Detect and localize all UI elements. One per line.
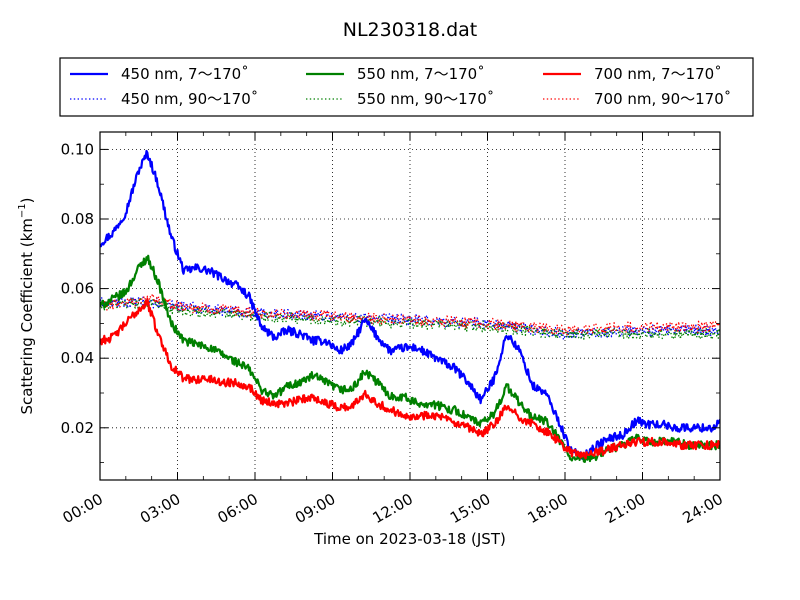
x-axis-label: Time on 2023-03-18 (JST) bbox=[313, 530, 506, 548]
x-tick-label: 12:00 bbox=[370, 490, 416, 527]
legend-label: 700 nm, 7～170˚ bbox=[594, 65, 722, 83]
y-axis-label-close: ) bbox=[18, 197, 36, 203]
x-tick-label: 24:00 bbox=[680, 490, 726, 527]
chart-title: NL230318.dat bbox=[343, 19, 478, 41]
y-axis-label-superscript: −1 bbox=[17, 203, 28, 218]
x-tick-label: 15:00 bbox=[447, 490, 493, 527]
axis-ticks bbox=[99, 132, 721, 480]
x-tick-label: 18:00 bbox=[525, 490, 571, 527]
x-tick-label: 09:00 bbox=[292, 490, 338, 527]
y-tick-labels: 0.02 0.04 0.06 0.08 0.10 bbox=[61, 140, 94, 436]
x-tick-label: 21:00 bbox=[602, 490, 648, 527]
legend-label: 700 nm, 90～170˚ bbox=[594, 90, 731, 108]
x-tick-labels: 00:00 03:00 06:00 09:00 12:00 15:00 18:00 21:00… bbox=[60, 490, 726, 527]
legend-label: 550 nm, 7～170˚ bbox=[357, 65, 485, 83]
y-axis-label: Scattering Coefficient (km−1) bbox=[17, 197, 36, 414]
y-tick-label: 0.08 bbox=[61, 210, 94, 228]
legend: 450 nm, 7～170˚ 450 nm, 90～170˚ 550 nm, 7～1… bbox=[59, 57, 754, 117]
x-tick-label: 03:00 bbox=[137, 490, 183, 527]
legend-label: 450 nm, 90～170˚ bbox=[121, 90, 258, 108]
series-line bbox=[100, 293, 720, 336]
y-tick-label: 0.06 bbox=[61, 280, 94, 298]
y-tick-label: 0.04 bbox=[61, 349, 94, 367]
grid-lines bbox=[100, 132, 720, 480]
x-tick-label: 06:00 bbox=[215, 490, 261, 527]
series-line bbox=[100, 296, 720, 341]
series-group bbox=[100, 149, 720, 463]
legend-label: 550 nm, 90～170˚ bbox=[357, 90, 494, 108]
series-line bbox=[100, 149, 720, 461]
x-tick-label: 00:00 bbox=[60, 490, 106, 527]
y-tick-label: 0.02 bbox=[61, 419, 94, 437]
y-axis-label-main: Scattering Coefficient (km bbox=[18, 218, 36, 414]
y-tick-label: 0.10 bbox=[61, 140, 94, 158]
series-line bbox=[100, 297, 720, 460]
legend-label: 450 nm, 7～170˚ bbox=[121, 65, 249, 83]
legend-box bbox=[59, 57, 754, 117]
